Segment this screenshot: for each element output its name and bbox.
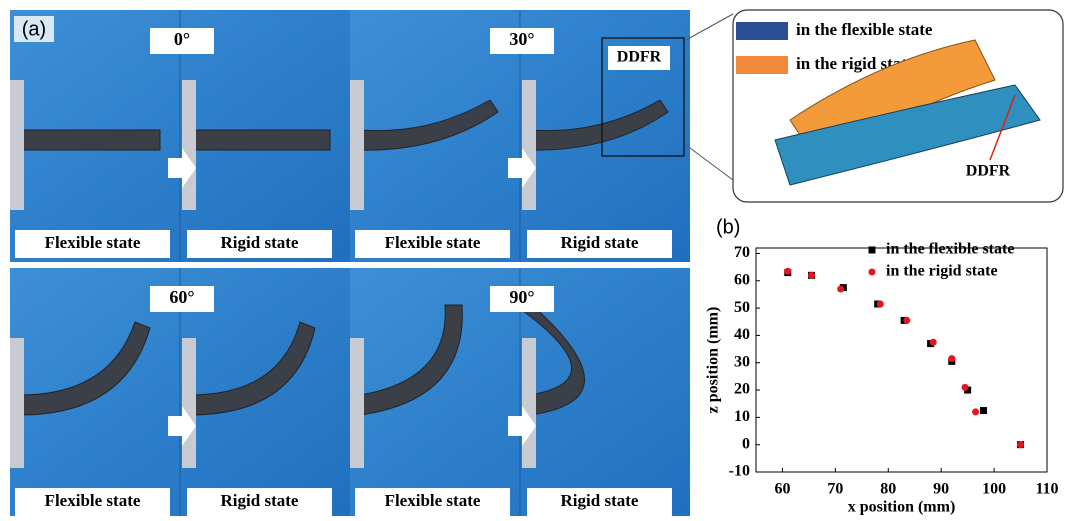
panel-label: (a) <box>22 18 46 40</box>
point <box>961 384 968 391</box>
annotation: DDFR <box>617 49 662 66</box>
x-tick-label: 100 <box>982 481 1006 498</box>
y-tick-label: -10 <box>729 463 750 480</box>
point <box>1017 441 1024 448</box>
mount <box>182 80 196 210</box>
point <box>972 408 979 415</box>
angle-label: 60° <box>169 287 194 307</box>
x-axis-label: x position (mm) <box>848 499 956 516</box>
scatter-chart: (b) 60 70 80 90 100 110 -10 0 10 20 30 40 50 60 70 x pos… <box>705 216 1059 515</box>
y-tick-label: 50 <box>734 299 750 316</box>
robot-body <box>20 130 160 150</box>
state-label: Rigid state <box>221 491 299 510</box>
legend-swatch <box>736 22 788 40</box>
point <box>837 285 844 292</box>
inset: in the flexible state in the rigid state… <box>686 10 1063 202</box>
point <box>877 301 884 308</box>
y-axis-label: z position (mm) <box>705 307 722 414</box>
legend-marker <box>869 269 876 276</box>
angle-label: 0° <box>174 29 190 49</box>
y-tick-label: 70 <box>734 244 750 261</box>
point <box>980 407 987 414</box>
zoom-line <box>686 145 733 180</box>
robot-body <box>190 130 330 150</box>
state-label: Flexible state <box>45 491 141 510</box>
mount <box>522 338 536 468</box>
mount <box>182 338 196 468</box>
point <box>930 339 937 346</box>
x-tick-label: 70 <box>827 481 843 498</box>
legend-label: in the rigid state <box>886 263 998 280</box>
y-tick-label: 0 <box>742 435 750 452</box>
plot-frame <box>756 248 1047 472</box>
state-label: Flexible state <box>385 233 481 252</box>
legend-label: in the flexible state <box>886 241 1014 258</box>
state-label: Rigid state <box>561 491 639 510</box>
point <box>808 272 815 279</box>
mount <box>10 338 24 468</box>
y-tick-label: 60 <box>734 271 750 288</box>
x-tick-label: 110 <box>1035 481 1058 498</box>
x-tick-label: 80 <box>880 481 896 498</box>
panel-label: (b) <box>716 216 740 238</box>
x-tick-label: 90 <box>933 481 949 498</box>
annotation: DDFR <box>966 163 1011 180</box>
state-label: Flexible state <box>385 491 481 510</box>
zoom-line <box>686 14 733 40</box>
legend-label: in the flexible state <box>796 20 933 39</box>
y-tick-label: 10 <box>734 408 750 425</box>
mount <box>522 80 536 210</box>
mount <box>10 80 24 210</box>
legend-swatch <box>736 56 788 74</box>
point <box>784 268 791 275</box>
legend-marker <box>869 247 876 254</box>
y-tick-label: 20 <box>734 381 750 398</box>
point <box>903 317 910 324</box>
x-tick-label: 60 <box>774 481 790 498</box>
angle-label: 90° <box>509 287 534 307</box>
y-tick-label: 30 <box>734 353 750 370</box>
mount <box>350 338 364 468</box>
y-tick-label: 40 <box>734 326 750 343</box>
state-label: Rigid state <box>221 233 299 252</box>
page: {"panel_a": {"label": "(a)", "groups": [… <box>0 0 1072 516</box>
panel-a: 0° Flexible state Rigid state 30° Flexible s… <box>10 10 690 516</box>
point <box>948 355 955 362</box>
state-label: Flexible state <box>45 233 141 252</box>
state-label: Rigid state <box>561 233 639 252</box>
figure: 0° Flexible state Rigid state 30° Flexible s… <box>0 0 1072 516</box>
mount <box>350 80 364 210</box>
angle-label: 30° <box>509 29 534 49</box>
